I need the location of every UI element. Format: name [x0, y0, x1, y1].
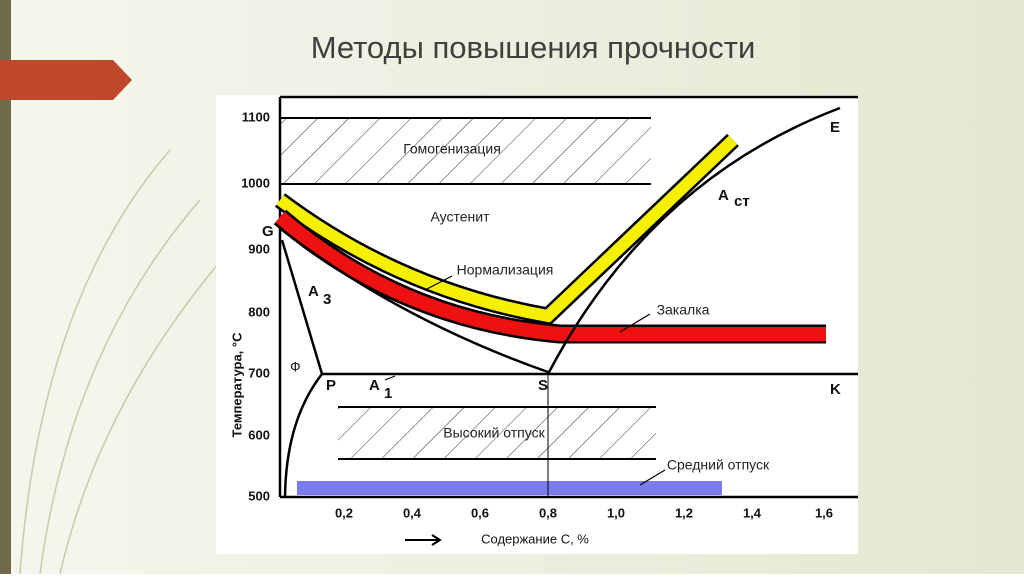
x-tick-label: 1,0 — [607, 505, 625, 520]
y-tick-label: 800 — [248, 304, 270, 319]
x-tick-label: 0,4 — [403, 505, 422, 520]
y-tick-label: 900 — [248, 241, 270, 256]
region-label: Высокий отпуск — [443, 425, 545, 441]
quenching-band — [275, 211, 826, 341]
region-label: Средний отпуск — [667, 457, 770, 473]
y-ticks: 1100 1000 900 800 700 600 500 — [241, 109, 270, 503]
medium-tempering-band — [297, 481, 722, 495]
x-ticks: 0,2 0,4 0,6 0,8 1,0 1,2 1,4 1,6 — [335, 505, 833, 520]
point-label: G — [262, 223, 274, 240]
solubility-line — [283, 373, 323, 498]
high-tempering-zone — [338, 407, 656, 459]
point-label: А — [718, 187, 729, 204]
diagram — [273, 95, 858, 499]
region-label: Закалка — [657, 302, 710, 318]
point-label-sub: 3 — [323, 291, 331, 308]
y-tick-label: 700 — [248, 365, 270, 380]
x-tick-label: 0,2 — [335, 505, 353, 520]
y-tick-label: 1100 — [242, 109, 270, 124]
x-arrow — [405, 534, 442, 546]
x-tick-label: 0,6 — [471, 505, 489, 520]
gp-line — [280, 239, 324, 375]
x-tick-label: 1,4 — [743, 505, 762, 520]
y-tick-label: 600 — [248, 427, 270, 442]
point-label-sub: ст — [734, 193, 750, 210]
point-label: P — [326, 377, 336, 394]
region-label: Аустенит — [430, 209, 490, 225]
leaders — [384, 275, 666, 486]
x-axis-title: Содержание С, % — [481, 531, 589, 546]
gs-line — [281, 229, 549, 374]
point-label: Ф — [290, 359, 301, 375]
title: Методы повышения прочности — [311, 30, 756, 65]
point-label: K — [830, 381, 841, 398]
point-label: А — [308, 283, 319, 300]
region-label: Гомогенизация — [403, 141, 501, 157]
decor-lines — [19, 149, 231, 575]
point-label: E — [830, 119, 840, 136]
se-line — [546, 106, 841, 375]
x-tick-label: 0,8 — [539, 505, 557, 520]
side-stripe — [0, 0, 11, 574]
y-tick-label: 1000 — [241, 175, 270, 190]
point-label: А — [369, 377, 380, 394]
x-tick-label: 1,6 — [815, 505, 833, 520]
point-label: S — [538, 377, 548, 394]
point-label-sub: 1 — [384, 385, 392, 402]
title-arrow — [0, 60, 132, 100]
y-tick-label: 500 — [248, 488, 270, 503]
region-label: Нормализация — [457, 262, 554, 278]
normalization-band — [276, 135, 738, 323]
y-axis-title: Температура, °С — [229, 332, 244, 438]
x-tick-label: 1,2 — [675, 505, 693, 520]
homogenization-zone — [280, 118, 651, 184]
